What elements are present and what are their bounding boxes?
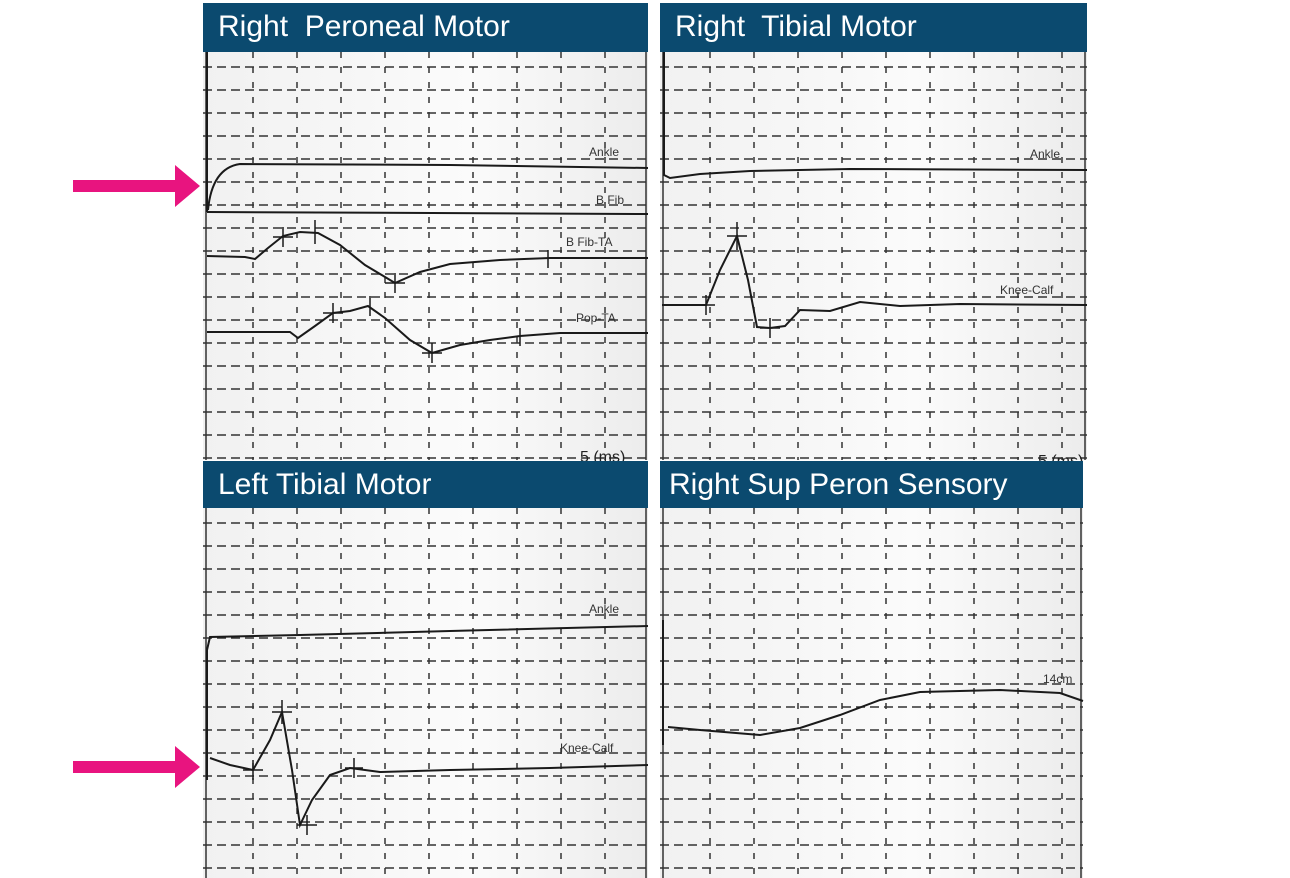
trace-label-b-fib-ta: B Fib-TA bbox=[566, 235, 612, 249]
panel-title: Left Tibial Motor bbox=[203, 461, 648, 508]
panel-right-sup-peron-sensory bbox=[660, 461, 1083, 878]
trace-label-b-fib: B Fib bbox=[596, 193, 624, 207]
panel-title: Right Sup Peron Sensory bbox=[660, 461, 1083, 508]
trace-knee-calf bbox=[662, 233, 1088, 330]
trace-label-pop-ta: Pop-TA bbox=[576, 311, 616, 325]
cursor-markers bbox=[243, 220, 780, 835]
trace-pop-ta bbox=[207, 304, 648, 355]
trace-label-14cm: 14cm bbox=[1043, 672, 1072, 686]
trace-14cm bbox=[662, 620, 1084, 745]
panel-right-tibial-motor bbox=[660, 3, 1087, 460]
panel-left-tibial-motor bbox=[203, 461, 648, 878]
panel-title: Right Peroneal Motor bbox=[203, 3, 648, 52]
trace-b-fib-ta bbox=[206, 230, 648, 285]
trace-label-ankle: Ankle bbox=[589, 602, 619, 616]
trace-label-knee-calf: Knee-Calf bbox=[1000, 283, 1054, 297]
panel-title: Right Tibial Motor bbox=[660, 3, 1087, 52]
trace-ankle bbox=[206, 625, 649, 651]
trace-ankle bbox=[663, 52, 1088, 180]
arrow-right-icon bbox=[73, 165, 200, 207]
trace-knee-calf bbox=[206, 650, 649, 829]
trace-ankle bbox=[206, 52, 649, 212]
trace-b-fib bbox=[206, 211, 649, 215]
trace-label-ankle: Ankle bbox=[589, 145, 619, 159]
arrow-right-icon bbox=[73, 746, 200, 788]
panel-right-peroneal-motor bbox=[203, 3, 648, 460]
trace-label-ankle: Ankle bbox=[1030, 147, 1060, 161]
trace-label-knee-calf: Knee-Calf bbox=[560, 741, 614, 755]
